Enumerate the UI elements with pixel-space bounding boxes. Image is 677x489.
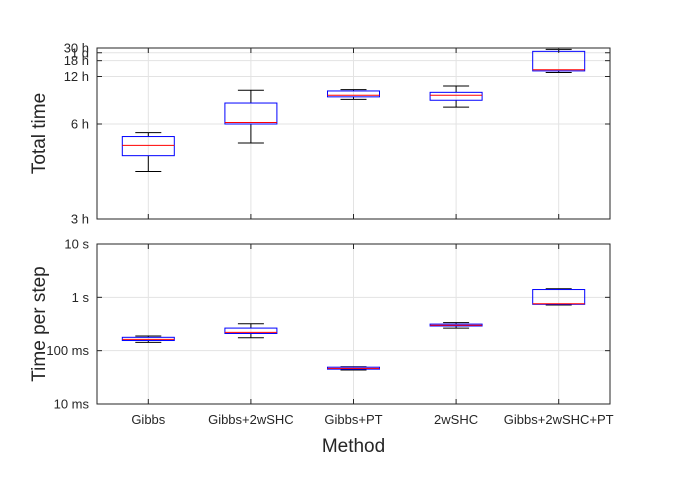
box-iqr: [224, 102, 278, 125]
box-1: [224, 89, 278, 144]
box-0: [121, 335, 175, 343]
y-tick-label: 3 h: [71, 212, 89, 227]
box-0: [121, 132, 175, 172]
box-2: [327, 366, 380, 371]
panel-total-time: 3 h 6 h 12 h18 h1 d30 h Total time: [29, 41, 611, 227]
x-tick-label: Gibbs+2wSHC: [208, 412, 294, 427]
x-tick-label: 2wSHC: [434, 412, 478, 427]
y-tick-label: 30 h: [64, 41, 89, 56]
box-2: [327, 89, 380, 100]
box-1: [224, 323, 278, 339]
box-iqr: [532, 289, 586, 305]
box-iqr: [327, 90, 380, 98]
box-3: [429, 322, 483, 329]
box-4: [532, 288, 586, 306]
y-axis-title: Total time: [29, 93, 50, 174]
box-iqr: [224, 327, 278, 334]
y-tick-label: 6 h: [71, 117, 89, 132]
y-tick-label: 1 d: [71, 45, 89, 60]
y-tick-label: 18 h: [64, 53, 89, 68]
y-tick-label: 1 s: [72, 290, 90, 305]
x-tick-label: Gibbs+2wSHC+PT: [504, 412, 614, 427]
y-tick-label: 10 s: [64, 237, 89, 252]
y-tick-label: 10 ms: [54, 397, 90, 412]
panel-time-per-step: 10 ms 100 ms 1 s 10 s Gibbs Gibbs+2wSHC Gibbs+…: [29, 237, 614, 458]
x-tick-label: Gibbs+PT: [324, 412, 382, 427]
box-iqr: [121, 136, 175, 157]
box-iqr: [429, 91, 483, 101]
y-tick-label: 12 h: [64, 69, 89, 84]
y-tick-label: 100 ms: [46, 343, 89, 358]
x-tick-label: Gibbs: [131, 412, 165, 427]
x-axis-title: Method: [322, 436, 385, 457]
y-axis-title: Time per step: [29, 266, 50, 381]
box-3: [429, 85, 483, 108]
